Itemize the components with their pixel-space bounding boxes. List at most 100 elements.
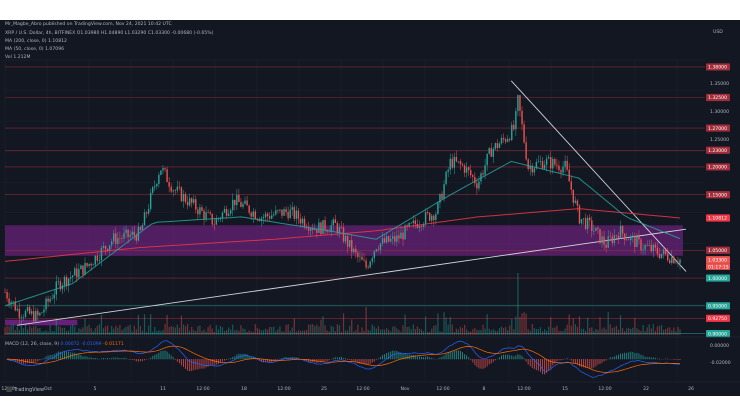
volume-bar (447, 324, 449, 335)
countdown-label: 01:17:15 (708, 264, 729, 270)
candle-body (636, 236, 638, 248)
volume-bar (486, 314, 488, 335)
volume-bar (667, 327, 669, 335)
macd-histogram-bar (474, 359, 476, 366)
volume-bar (552, 327, 554, 335)
volume-bar (295, 331, 297, 335)
macd-histogram-bar (574, 359, 576, 364)
time-tick-label: 12:00 (356, 386, 369, 392)
candle-body (490, 148, 492, 157)
volume-bar (320, 319, 322, 335)
macd-histogram-bar (263, 359, 265, 363)
macd-histogram-bar (511, 355, 513, 360)
candle-body (147, 208, 150, 214)
macd-histogram-bar (277, 359, 279, 360)
volume-bar (537, 329, 540, 335)
macd-histogram-bar (152, 355, 154, 360)
candle-body (625, 239, 628, 241)
volume-bar (29, 326, 31, 335)
macd-histogram-bar (133, 359, 135, 361)
candle-body (39, 312, 41, 316)
candle-body (428, 212, 431, 221)
volume-bar (515, 316, 517, 335)
macd-histogram-bar (550, 359, 552, 369)
macd-histogram-bar (195, 359, 197, 370)
candle-body (445, 171, 447, 185)
macd-histogram-bar (560, 359, 562, 361)
volume-bar (182, 324, 185, 335)
macd-histogram-bar (353, 359, 355, 362)
volume-bar (72, 324, 74, 335)
volume-bar (556, 325, 558, 335)
candle-body (441, 193, 443, 199)
volume-bar (582, 328, 585, 335)
volume-bar (156, 331, 158, 335)
volume-bar (8, 326, 10, 335)
candle-body (527, 159, 529, 170)
volume-bar (373, 326, 375, 335)
candle-body (285, 209, 287, 212)
volume-bar (523, 312, 525, 335)
candle-body (613, 235, 616, 243)
candle-body (232, 199, 234, 211)
macd-histogram-bar (265, 359, 267, 363)
candle-body (182, 194, 185, 202)
macd-histogram-bar (336, 357, 338, 360)
candle-body (603, 236, 605, 245)
candle-body (37, 310, 39, 316)
candle-body (673, 256, 675, 264)
macd-histogram-bar (585, 359, 587, 368)
candle-body (439, 193, 441, 203)
candle-body (293, 207, 295, 219)
price-tag-label: 0.90000 (708, 331, 727, 337)
macd-histogram-bar (260, 359, 262, 363)
volume-bar (435, 325, 437, 335)
macd-histogram-bar (63, 351, 65, 360)
volume-bar (375, 328, 377, 335)
macd-histogram-bar (242, 353, 244, 360)
macd-histogram-bar (156, 353, 158, 360)
macd-histogram-bar (509, 355, 511, 360)
candle-body (149, 192, 152, 209)
volume-bar (322, 316, 324, 335)
candle-body (273, 214, 275, 216)
candlestick-chart[interactable]: 1.35000 1.30000 1.25000 1.38000 1.32500 1.270… (0, 20, 740, 396)
macd-histogram-bar (160, 351, 162, 360)
macd-histogram-bar (80, 355, 82, 360)
candle-body (340, 227, 343, 228)
candle-body (357, 252, 359, 258)
candle-body (271, 215, 273, 219)
candle-body (86, 262, 88, 266)
macd-histogram-bar (209, 359, 211, 366)
macd-histogram-bar (102, 358, 104, 360)
macd-histogram-bar (68, 351, 70, 360)
macd-histogram-bar (14, 359, 16, 362)
candle-body (67, 278, 70, 286)
candle-body (457, 161, 460, 162)
macd-histogram-bar (562, 359, 564, 360)
candle-body (143, 212, 146, 226)
price-tag (706, 214, 730, 222)
macd-histogram-bar (445, 353, 447, 360)
macd-histogram-bar (416, 356, 418, 360)
candle-body (523, 124, 525, 143)
candle-body (492, 148, 494, 157)
macd-histogram-bar (656, 358, 658, 360)
volume-bar (416, 326, 418, 335)
volume-bar (164, 324, 166, 335)
volume-bar (566, 324, 568, 335)
volume-bar (517, 273, 519, 335)
macd-histogram-bar (377, 358, 379, 360)
macd-histogram-bar (476, 359, 478, 367)
volume-bar (176, 324, 178, 335)
macd-tick-label: -0.02000 (710, 360, 731, 366)
candle-body (16, 308, 19, 311)
volume-bar (383, 329, 386, 335)
macd-histogram-bar (109, 358, 111, 360)
macd-histogram-bar (213, 359, 215, 366)
volume-bar (671, 330, 673, 335)
candle-body (642, 249, 644, 251)
volume-bar (152, 331, 154, 335)
price-tag-label: 0.92750 (708, 316, 727, 322)
volume-bar (291, 327, 293, 335)
